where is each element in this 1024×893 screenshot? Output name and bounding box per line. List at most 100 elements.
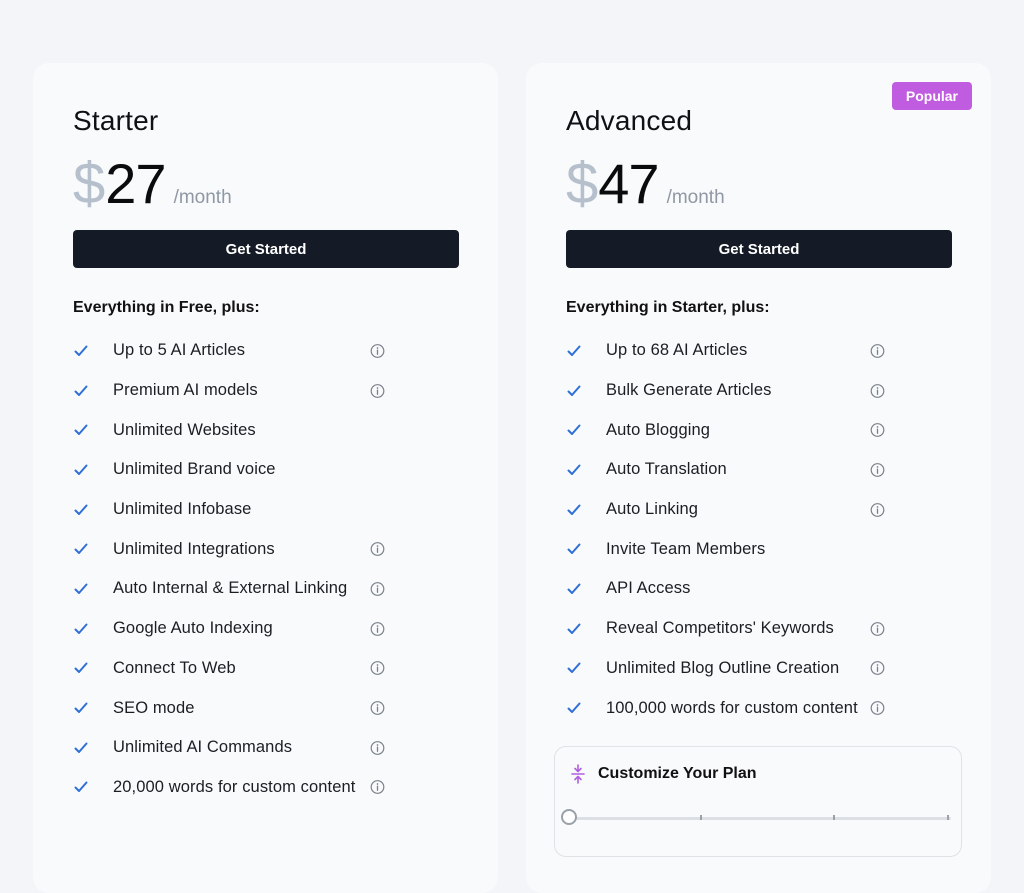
feature-label: Bulk Generate Articles: [606, 381, 772, 400]
check-icon: [567, 582, 581, 596]
feature-label: Unlimited Websites: [113, 420, 256, 439]
check-icon: [74, 344, 88, 358]
plan-slider[interactable]: [561, 809, 951, 827]
feature-label: Auto Blogging: [606, 420, 711, 439]
feature-item: Bulk Generate Articles: [566, 371, 946, 411]
feature-label: Google Auto Indexing: [113, 619, 273, 638]
check-icon: [567, 463, 581, 477]
feature-item: Unlimited Blog Outline Creation: [566, 649, 946, 689]
slider-track[interactable]: [569, 817, 951, 820]
check-icon: [74, 463, 88, 477]
feature-item: Unlimited Brand voice: [73, 450, 453, 490]
feature-label: Up to 68 AI Articles: [606, 341, 748, 360]
check-icon: [74, 542, 88, 556]
check-icon: [567, 661, 581, 675]
plan-card-advanced: Popular Advanced $ 47 /month Get Started…: [526, 63, 991, 893]
check-icon: [567, 542, 581, 556]
feature-item: Unlimited Infobase: [73, 490, 453, 530]
feature-item: Premium AI models: [73, 371, 453, 411]
check-icon: [74, 622, 88, 636]
feature-label: Unlimited Blog Outline Creation: [606, 658, 840, 677]
customize-plan-title: Customize Your Plan: [598, 765, 757, 782]
feature-label: Unlimited AI Commands: [113, 738, 293, 757]
popular-badge: Popular: [891, 82, 972, 110]
feature-item: API Access: [566, 569, 946, 609]
check-icon: [74, 780, 88, 794]
check-icon: [567, 344, 581, 358]
get-started-button[interactable]: Get Started: [73, 230, 459, 268]
info-icon[interactable]: [870, 462, 885, 477]
feature-item: Connect To Web: [73, 649, 453, 689]
check-icon: [74, 423, 88, 437]
feature-label: Invite Team Members: [606, 539, 766, 558]
compress-vertical-icon: [570, 764, 586, 784]
info-icon[interactable]: [870, 701, 885, 716]
check-icon: [74, 701, 88, 715]
info-icon[interactable]: [370, 343, 385, 358]
feature-item: Auto Translation: [566, 450, 946, 490]
slider-tick: [833, 815, 835, 820]
info-icon[interactable]: [370, 701, 385, 716]
feature-item: 20,000 words for custom content: [73, 768, 453, 808]
feature-item: Auto Internal & External Linking: [73, 569, 453, 609]
info-icon[interactable]: [870, 383, 885, 398]
feature-item: 100,000 words for custom content: [566, 688, 946, 728]
features-heading: Everything in Starter, plus:: [566, 299, 770, 316]
check-icon: [567, 384, 581, 398]
customize-plan-panel: Customize Your Plan: [554, 746, 962, 857]
feature-label: Unlimited Infobase: [113, 500, 252, 519]
slider-tick: [700, 815, 702, 820]
feature-item: Auto Linking: [566, 490, 946, 530]
info-icon[interactable]: [870, 343, 885, 358]
price-amount: 27: [105, 152, 166, 215]
price-period: /month: [666, 187, 725, 208]
feature-list: Up to 5 AI Articles Premium AI models Unli…: [73, 331, 453, 807]
features-heading: Everything in Free, plus:: [73, 299, 260, 316]
feature-label: 20,000 words for custom content: [113, 777, 356, 796]
price-currency: $: [566, 151, 599, 216]
info-icon[interactable]: [870, 661, 885, 676]
info-icon[interactable]: [370, 661, 385, 676]
slider-thumb[interactable]: [561, 809, 577, 825]
feature-item: Reveal Competitors' Keywords: [566, 609, 946, 649]
check-icon: [567, 503, 581, 517]
feature-label: SEO mode: [113, 698, 195, 717]
info-icon[interactable]: [370, 581, 385, 596]
info-icon[interactable]: [870, 621, 885, 636]
price-period: /month: [173, 187, 232, 208]
feature-label: Auto Internal & External Linking: [113, 579, 348, 598]
info-icon[interactable]: [370, 383, 385, 398]
feature-list: Up to 68 AI Articles Bulk Generate Articl…: [566, 331, 946, 728]
feature-label: Up to 5 AI Articles: [113, 341, 246, 360]
feature-item: Invite Team Members: [566, 529, 946, 569]
feature-item: Up to 5 AI Articles: [73, 331, 453, 371]
info-icon[interactable]: [370, 780, 385, 795]
feature-label: Auto Linking: [606, 500, 699, 519]
feature-item: Google Auto Indexing: [73, 609, 453, 649]
feature-item: SEO mode: [73, 688, 453, 728]
get-started-button[interactable]: Get Started: [566, 230, 952, 268]
info-icon[interactable]: [870, 423, 885, 438]
check-icon: [567, 423, 581, 437]
plan-title: Starter: [73, 105, 159, 136]
check-icon: [74, 503, 88, 517]
check-icon: [567, 701, 581, 715]
price-currency: $: [73, 151, 106, 216]
check-icon: [74, 582, 88, 596]
check-icon: [74, 384, 88, 398]
feature-item: Unlimited Integrations: [73, 529, 453, 569]
feature-label: Connect To Web: [113, 658, 236, 677]
feature-label: Reveal Competitors' Keywords: [606, 619, 834, 638]
plan-title: Advanced: [566, 105, 693, 136]
feature-label: Auto Translation: [606, 460, 727, 479]
feature-label: 100,000 words for custom content: [606, 698, 858, 717]
info-icon[interactable]: [370, 621, 385, 636]
info-icon[interactable]: [370, 542, 385, 557]
feature-label: Unlimited Brand voice: [113, 460, 276, 479]
info-icon[interactable]: [870, 502, 885, 517]
info-icon[interactable]: [370, 740, 385, 755]
feature-item: Up to 68 AI Articles: [566, 331, 946, 371]
check-icon: [74, 741, 88, 755]
feature-label: Unlimited Integrations: [113, 539, 275, 558]
check-icon: [567, 622, 581, 636]
